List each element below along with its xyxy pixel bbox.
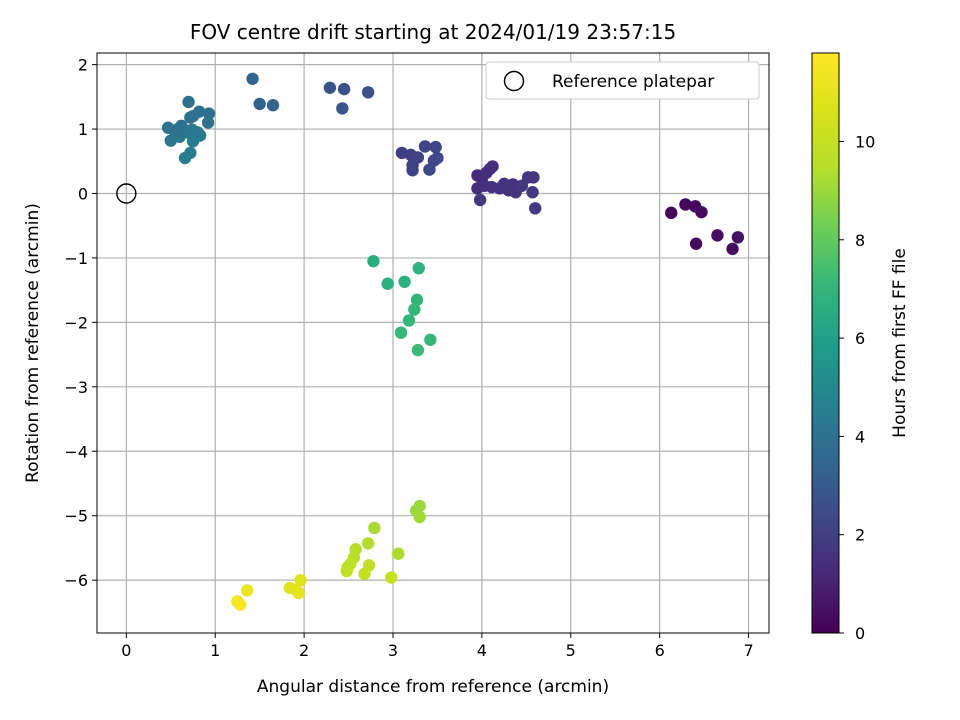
- x-tick-label: 1: [210, 641, 220, 660]
- grid-lines: [97, 53, 769, 633]
- data-point: [392, 547, 405, 560]
- x-tick-label: 5: [566, 641, 576, 660]
- y-tick-label: −6: [64, 571, 88, 590]
- data-point: [201, 116, 215, 129]
- data-point: [202, 107, 216, 120]
- colorbar-label: Hours from first FF file: [890, 248, 910, 438]
- data-point: [418, 140, 432, 153]
- data-point: [429, 140, 442, 154]
- colorbar-tick-label: 4: [855, 427, 865, 446]
- data-point: [527, 171, 540, 184]
- colorbar-tick-label: 0: [855, 624, 865, 643]
- data-point: [337, 82, 351, 96]
- x-tick-label: 0: [121, 641, 131, 660]
- x-tick-label: 7: [743, 641, 753, 660]
- data-point: [241, 584, 254, 597]
- data-point: [406, 164, 419, 177]
- data-point: [171, 122, 185, 136]
- data-point: [385, 571, 398, 584]
- x-axis-ticks: 0 1 2 3 4 5 6 7: [121, 633, 754, 660]
- data-point: [408, 303, 421, 316]
- x-axis-label: Angular distance from reference (arcmin): [257, 677, 609, 697]
- data-point: [398, 275, 411, 288]
- data-point: [423, 163, 436, 176]
- data-point: [358, 567, 371, 580]
- colorbar-gradient: [811, 52, 840, 634]
- data-point: [412, 262, 425, 275]
- y-tick-label: 1: [78, 120, 88, 139]
- data-point: [411, 343, 425, 357]
- data-point: [294, 573, 307, 587]
- data-point: [266, 99, 280, 112]
- legend-entry: Reference platepar: [552, 72, 714, 92]
- y-tick-label: −3: [64, 378, 88, 397]
- data-point: [473, 193, 487, 207]
- data-point: [402, 314, 416, 327]
- data-point: [410, 293, 424, 307]
- data-point: [665, 206, 678, 220]
- colorbar-tick-label: 8: [855, 231, 865, 250]
- legend: Reference platepar: [485, 61, 760, 100]
- colorbar-ticks: 0 2 4 6 8 10: [839, 132, 875, 643]
- reference-marker: [116, 183, 137, 204]
- data-point: [178, 151, 192, 165]
- legend-box: [485, 61, 760, 100]
- colorbar: 0 2 4 6 8 10 Hours from first FF file: [811, 52, 910, 643]
- data-point: [336, 102, 349, 115]
- data-point: [164, 134, 177, 147]
- plot-area-frame: [96, 52, 770, 634]
- y-tick-label: −2: [64, 313, 88, 332]
- data-point: [711, 229, 724, 242]
- x-tick-label: 2: [299, 641, 309, 660]
- data-point: [726, 242, 739, 256]
- data-points: [161, 72, 745, 611]
- y-axis-ticks: 2 1 0 −1 −2 −3 −4 −5 −6: [64, 56, 97, 590]
- chart-title: FOV centre drift starting at 2024/01/19 …: [190, 20, 676, 44]
- data-point: [253, 97, 266, 111]
- data-point: [689, 237, 703, 250]
- y-tick-label: −5: [64, 507, 88, 526]
- data-point: [323, 81, 337, 95]
- data-point: [340, 564, 353, 578]
- data-point: [381, 277, 394, 290]
- x-tick-label: 3: [388, 641, 398, 660]
- data-point: [182, 95, 195, 109]
- y-tick-label: 0: [78, 184, 88, 203]
- data-point: [424, 333, 437, 346]
- data-point: [695, 205, 708, 219]
- data-point: [413, 510, 426, 524]
- y-axis-label: Rotation from reference (arcmin): [23, 203, 43, 483]
- data-point: [497, 180, 511, 194]
- data-point: [184, 111, 197, 124]
- data-point: [186, 135, 200, 148]
- data-point: [394, 326, 408, 339]
- reference-platepar-marker: [116, 183, 137, 204]
- data-point: [361, 537, 375, 550]
- data-point: [483, 162, 497, 176]
- data-point: [246, 72, 259, 85]
- data-point: [431, 151, 444, 165]
- data-point: [529, 202, 542, 215]
- y-tick-label: 2: [78, 56, 88, 75]
- colorbar-tick-label: 10: [855, 132, 875, 151]
- y-tick-label: −1: [64, 249, 88, 268]
- y-tick-label: −4: [64, 442, 88, 461]
- data-point: [368, 521, 381, 535]
- data-point: [292, 586, 305, 600]
- data-point: [679, 198, 692, 211]
- data-point: [731, 231, 745, 244]
- data-point: [526, 186, 539, 199]
- colorbar-tick-label: 6: [855, 329, 865, 348]
- x-tick-label: 6: [655, 641, 665, 660]
- data-point: [361, 86, 375, 99]
- colorbar-tick-label: 2: [855, 526, 865, 545]
- x-tick-label: 4: [477, 641, 487, 660]
- data-point: [233, 598, 247, 611]
- legend-marker: [503, 70, 525, 92]
- data-point: [367, 254, 380, 268]
